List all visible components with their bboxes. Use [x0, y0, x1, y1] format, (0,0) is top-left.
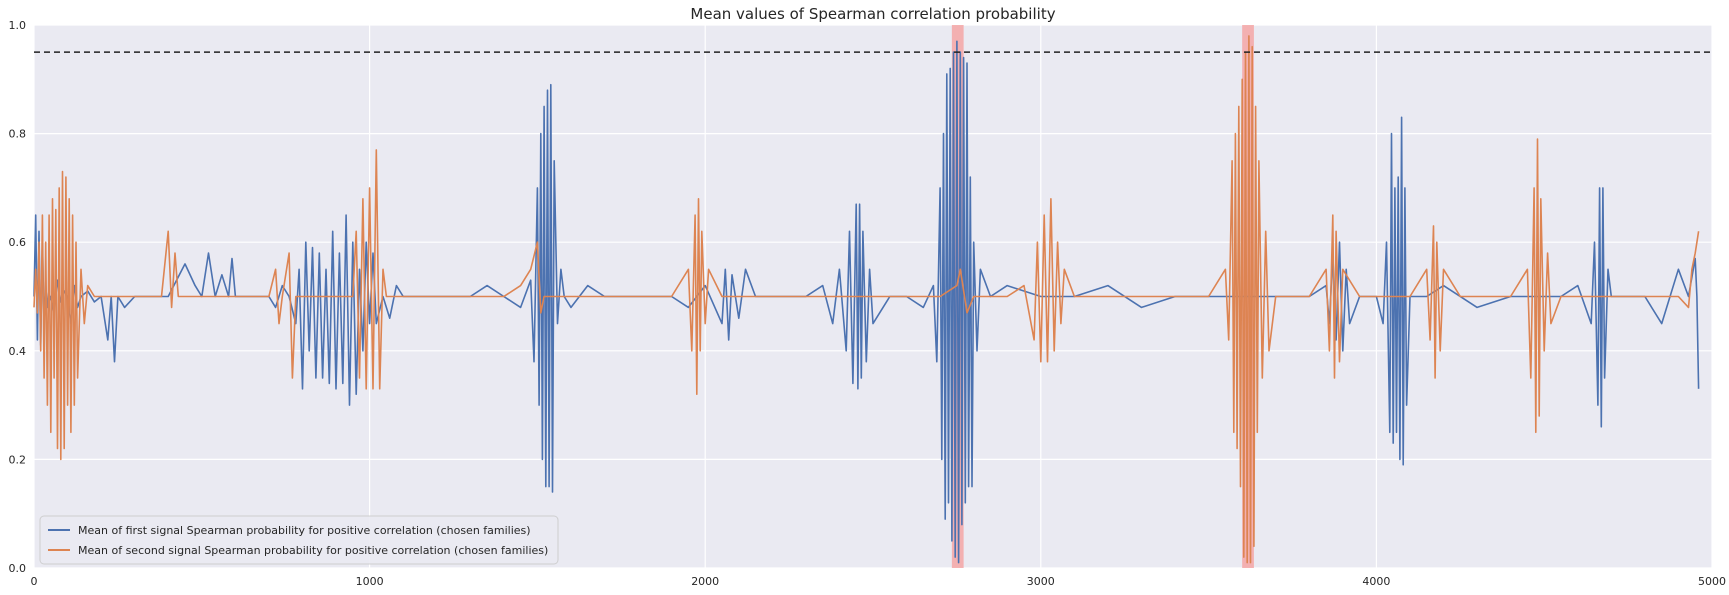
x-tick-label: 2000 — [691, 575, 719, 588]
chart-title: Mean values of Spearman correlation prob… — [690, 5, 1055, 23]
x-tick-label: 3000 — [1027, 575, 1055, 588]
x-tick-label: 5000 — [1698, 575, 1726, 588]
series-line-1 — [33, 40, 1700, 564]
legend-label: Mean of first signal Spearman probabilit… — [78, 524, 531, 537]
legend-box — [39, 515, 559, 565]
grid-lines — [33, 24, 1713, 569]
y-tick-label: 0.0 — [9, 562, 27, 575]
x-tick-label: 0 — [31, 575, 38, 588]
y-tick-label: 1.0 — [9, 19, 27, 32]
legend-label: Mean of second signal Spearman probabili… — [78, 544, 548, 557]
x-tick-label: 1000 — [356, 575, 384, 588]
y-tick-label: 0.8 — [9, 128, 27, 141]
series-line-2 — [33, 35, 1700, 564]
legend: Mean of first signal Spearman probabilit… — [39, 515, 559, 565]
tick-labels: 0 1000 2000 3000 4000 5000 0.0 0.2 0.4 0.6 0.8 1.0 — [9, 19, 1727, 588]
y-tick-label: 0.4 — [9, 345, 27, 358]
y-tick-label: 0.2 — [9, 453, 27, 466]
x-tick-label: 4000 — [1362, 575, 1390, 588]
y-tick-label: 0.6 — [9, 236, 27, 249]
series-lines — [33, 35, 1700, 564]
